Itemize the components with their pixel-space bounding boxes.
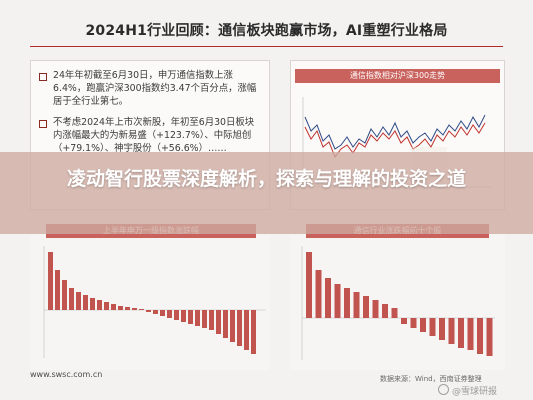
bar — [132, 308, 137, 310]
bar — [382, 304, 388, 318]
bar — [55, 270, 60, 310]
bar — [230, 310, 235, 342]
bullet-item: 不考虑2024年上市次新股，年初至6月30日板块内涨幅最大的为新易盛（+123.… — [39, 116, 261, 155]
bar — [410, 318, 417, 328]
bar — [391, 308, 398, 318]
footer-url[interactable]: www.swsc.com.cn — [30, 370, 103, 379]
banner-title: 凌动智行股票深度解析，探索与理解的投资之道 — [66, 168, 466, 190]
bar — [48, 252, 53, 310]
sector-returns-panel: 上半年申万一级指数涨跌幅 — [30, 220, 270, 370]
bar — [118, 306, 123, 310]
bar — [90, 298, 95, 310]
bar — [62, 280, 67, 310]
bar — [439, 318, 445, 340]
top-stocks-panel: 通信行业涨跌幅前十个股 — [290, 220, 505, 370]
bar — [202, 310, 207, 328]
bar — [420, 318, 426, 332]
title-banner-overlay — [0, 152, 533, 234]
bar — [325, 278, 331, 318]
bullet-text: 不考虑2024年上市次新股，年初至6月30日板块内涨幅最大的为新易盛（+123.… — [53, 117, 255, 154]
bar — [223, 310, 228, 338]
footer-source: 数据来源：Wind，西南证券整理 — [380, 375, 482, 383]
bar — [125, 307, 130, 310]
bar — [244, 310, 249, 350]
bar — [344, 288, 350, 318]
bar — [237, 310, 242, 346]
bar — [306, 252, 312, 318]
title-divider — [30, 46, 503, 47]
bar — [401, 318, 407, 324]
bar — [477, 318, 483, 354]
bar — [69, 288, 74, 310]
bar — [76, 292, 81, 310]
bar — [195, 310, 200, 326]
bar — [372, 300, 379, 318]
bullet-text: 24年年初截至6月30日，申万通信指数上涨6.4%，跑赢沪深300指数约3.47… — [53, 70, 257, 107]
bar — [448, 318, 455, 344]
bar — [153, 310, 158, 314]
bar — [353, 292, 360, 318]
checkbox-bullet-icon — [39, 120, 47, 128]
bar — [167, 310, 172, 318]
bar — [174, 310, 179, 320]
bar — [160, 310, 165, 316]
bar-group — [48, 252, 256, 354]
sector-bar-chart — [43, 246, 266, 358]
chart-header: 通信指数相对沪深300走势 — [295, 69, 500, 83]
watermark-text: @雪球研报 — [452, 387, 498, 397]
bar — [111, 304, 116, 310]
bar-group — [306, 252, 493, 356]
slide-title: 2024H1行业回顾：通信板块跑赢市场，AI重塑行业格局 — [85, 23, 448, 39]
bar — [97, 300, 102, 310]
watermark-logo-icon — [438, 384, 449, 395]
bar — [188, 310, 193, 324]
bar — [334, 284, 341, 318]
bar — [181, 310, 186, 322]
bar — [315, 270, 322, 318]
bullet-item: 24年年初截至6月30日，申万通信指数上涨6.4%，跑赢沪深300指数约3.47… — [39, 69, 261, 108]
bar — [146, 310, 151, 312]
bar — [83, 295, 88, 310]
bar — [251, 310, 256, 354]
bar — [216, 310, 221, 334]
bar — [458, 318, 464, 348]
bar — [486, 318, 493, 356]
stock-bar-chart — [301, 246, 495, 360]
checkbox-bullet-icon — [39, 73, 47, 81]
bar — [209, 310, 214, 330]
bar — [429, 318, 436, 336]
bar — [104, 302, 109, 310]
bar — [467, 318, 474, 350]
bar — [139, 309, 144, 310]
series-line-blue — [304, 114, 486, 150]
bar — [363, 296, 369, 318]
